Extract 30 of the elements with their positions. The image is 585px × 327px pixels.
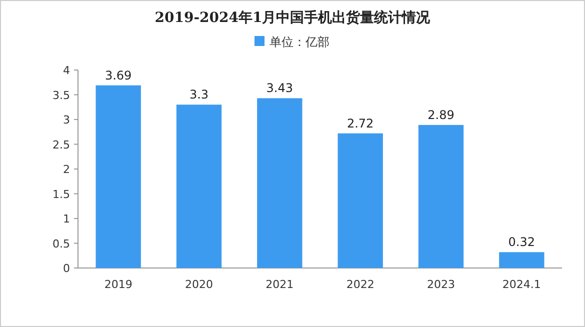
bar [418, 124, 464, 268]
y-tick-label: 3.5 [52, 88, 70, 102]
y-tick-label: 1.5 [52, 188, 70, 201]
y-tick-label: 4 [63, 64, 70, 77]
y-tick-label: 0.5 [52, 237, 70, 250]
y-tick-label: 1 [63, 212, 70, 226]
data-label: 3.69 [104, 68, 132, 82]
x-tick-label: 2022 [346, 278, 374, 291]
x-tick-label: 2020 [185, 278, 213, 291]
bar [499, 252, 544, 268]
bar [176, 104, 222, 268]
legend-label: 单位：亿部 [270, 35, 330, 49]
data-label: 2.89 [428, 108, 454, 122]
data-label: 2.72 [346, 116, 374, 130]
bar [96, 85, 141, 268]
x-tick-label: 2023 [427, 278, 455, 291]
y-tick-label: 2 [63, 163, 70, 176]
data-label: 3.3 [189, 88, 209, 102]
data-label: 3.43 [266, 81, 294, 96]
x-tick-label: 2024.1 [502, 278, 541, 291]
y-tick-label: 0 [63, 262, 70, 275]
chart-title: 2019-2024年1月中国手机出货量统计情况 [154, 9, 432, 26]
x-tick-label: 2021 [266, 278, 294, 291]
bar [257, 98, 302, 268]
y-tick-label: 3 [63, 114, 70, 126]
y-tick-label: 2.5 [52, 138, 70, 152]
bar [338, 133, 383, 268]
data-label: 0.32 [508, 235, 536, 250]
x-tick-label: 2019 [104, 278, 132, 291]
legend: 单位：亿部 [254, 35, 330, 49]
